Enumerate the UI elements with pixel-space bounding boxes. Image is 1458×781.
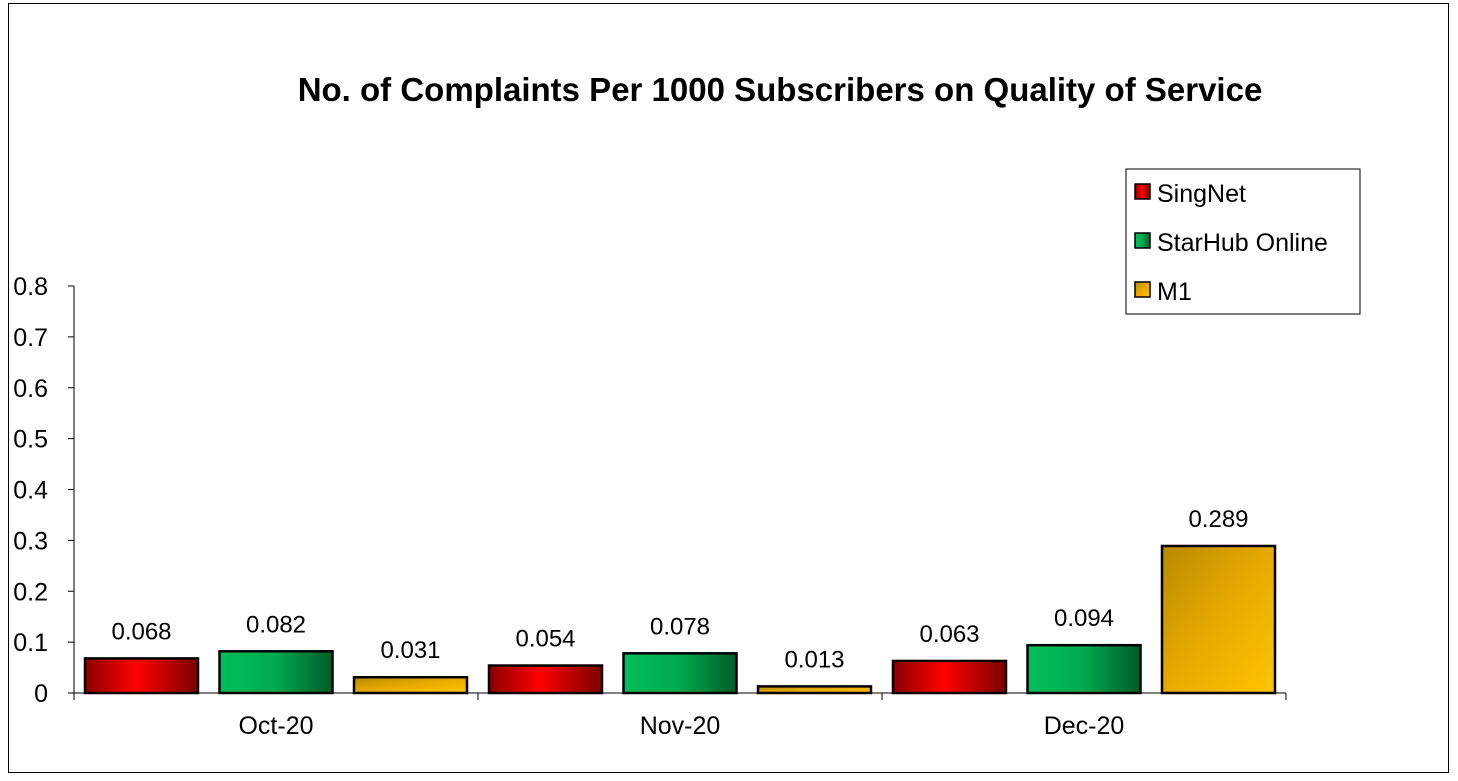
- bar-starhub-online: [1026, 643, 1142, 695]
- y-tick-label: 0.1: [13, 629, 48, 657]
- y-tick-label: 0.7: [13, 324, 48, 352]
- data-label: 0.063: [919, 621, 979, 648]
- y-tick-label: 0: [34, 680, 48, 708]
- legend-label: M1: [1157, 278, 1192, 306]
- data-label: 0.013: [784, 646, 844, 673]
- data-label: 0.068: [111, 618, 171, 645]
- legend-swatch: [1134, 183, 1151, 200]
- bar-starhub-online: [622, 652, 738, 695]
- y-tick-label: 0.3: [13, 527, 48, 555]
- bar-m1: [756, 685, 873, 695]
- chart-frame: [8, 3, 1449, 773]
- bar-singnet: [83, 657, 200, 695]
- y-tick-label: 0.4: [13, 477, 48, 505]
- bars-group: 0.068 0.054 0.063 0.082 0.078 0.094 0.031 0.013…: [83, 506, 1277, 695]
- legend-swatch: [1134, 281, 1151, 298]
- legend-box: [1125, 168, 1361, 315]
- data-label: 0.082: [246, 611, 306, 638]
- y-tick-label: 0.6: [13, 375, 48, 403]
- bar-m1: [352, 675, 469, 695]
- y-tick-label: 0.8: [13, 273, 48, 301]
- bar-starhub-online: [218, 650, 334, 695]
- legend-label: SingNet: [1157, 180, 1246, 208]
- data-label: 0.289: [1188, 506, 1248, 533]
- legend-label: StarHub Online: [1157, 229, 1328, 257]
- data-label: 0.094: [1054, 605, 1114, 632]
- bar-m1: [1160, 544, 1277, 695]
- x-tick-label: Dec-20: [1044, 712, 1125, 740]
- axes: 0 0.1 0.2 0.3 0.4 0.5 0.6 0.7 0.8 Oct-20 Nov-20 Dec…: [13, 273, 1287, 740]
- y-tick-label: 0.5: [13, 426, 48, 454]
- chart-title: No. of Complaints Per 1000 Subscribers o…: [298, 71, 1263, 108]
- data-label: 0.054: [515, 626, 575, 653]
- legend-swatch: [1134, 232, 1151, 249]
- bar-singnet: [891, 659, 1008, 695]
- data-label: 0.031: [380, 637, 440, 664]
- legend: SingNet StarHub Online M1: [1125, 168, 1361, 315]
- x-tick-label: Oct-20: [238, 712, 313, 740]
- y-tick-label: 0.2: [13, 578, 48, 606]
- bar-singnet: [487, 664, 604, 695]
- data-label: 0.078: [650, 613, 710, 640]
- x-tick-label: Nov-20: [640, 712, 721, 740]
